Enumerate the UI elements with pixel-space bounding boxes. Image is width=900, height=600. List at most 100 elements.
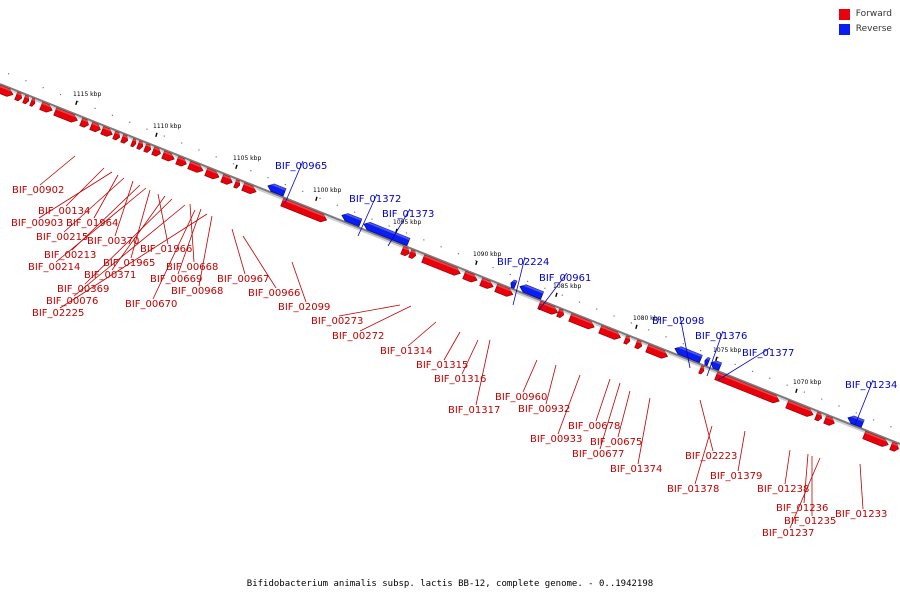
forward-gene-glyph[interactable] bbox=[233, 179, 242, 189]
forward-gene-glyph[interactable] bbox=[220, 174, 234, 187]
forward-gene-glyph[interactable] bbox=[714, 371, 781, 405]
forward-gene-glyph[interactable] bbox=[53, 107, 79, 124]
gene-label[interactable]: BIF_00933 bbox=[530, 434, 582, 445]
forward-gene-glyph[interactable] bbox=[785, 400, 815, 419]
gene-label[interactable]: BIF_00902 bbox=[12, 185, 64, 196]
reverse-gene-glyph[interactable] bbox=[509, 279, 518, 289]
gene-label[interactable]: BIF_00370 bbox=[87, 236, 139, 247]
forward-gene-glyph[interactable] bbox=[0, 84, 15, 98]
gene-label[interactable]: BIF_00966 bbox=[248, 288, 300, 299]
forward-gene-glyph[interactable] bbox=[823, 415, 836, 427]
gene-label[interactable]: BIF_00213 bbox=[44, 250, 96, 261]
gene-label[interactable]: BIF_00965 bbox=[275, 161, 327, 172]
gene-label[interactable]: BIF_01966 bbox=[140, 244, 192, 255]
gene-label[interactable]: BIF_00960 bbox=[495, 392, 547, 403]
gene-label[interactable]: BIF_01376 bbox=[695, 331, 747, 342]
forward-gene-glyph[interactable] bbox=[130, 138, 138, 148]
forward-gene-glyph[interactable] bbox=[39, 101, 54, 114]
gene-label[interactable]: BIF_01378 bbox=[667, 484, 719, 495]
gene-label[interactable]: BIF_01373 bbox=[382, 209, 434, 220]
forward-gene-glyph[interactable] bbox=[112, 130, 122, 141]
forward-gene-glyph[interactable] bbox=[645, 344, 670, 361]
gene-label[interactable]: BIF_00272 bbox=[332, 331, 384, 342]
forward-gene-glyph[interactable] bbox=[556, 308, 566, 319]
gene-label[interactable]: BIF_01236 bbox=[776, 503, 828, 514]
gene-label[interactable]: BIF_01233 bbox=[835, 509, 887, 520]
forward-gene-glyph[interactable] bbox=[22, 94, 31, 105]
forward-gene-glyph[interactable] bbox=[598, 325, 623, 342]
gene-label[interactable]: BIF_00967 bbox=[217, 274, 269, 285]
gene-label[interactable]: BIF_02225 bbox=[32, 308, 84, 319]
forward-gene-glyph[interactable] bbox=[479, 277, 495, 290]
forward-gene-glyph[interactable] bbox=[120, 134, 130, 145]
gene-label[interactable]: BIF_00932 bbox=[518, 404, 570, 415]
forward-gene-glyph[interactable] bbox=[698, 365, 706, 375]
forward-gene-glyph[interactable] bbox=[568, 313, 596, 331]
forward-gene-glyph[interactable] bbox=[161, 150, 176, 163]
reverse-gene-glyph[interactable] bbox=[518, 282, 545, 300]
gene-label[interactable]: BIF_02098 bbox=[652, 316, 704, 327]
gene-label[interactable]: BIF_00675 bbox=[590, 437, 642, 448]
gene-label[interactable]: BIF_01238 bbox=[757, 484, 809, 495]
reverse-gene-glyph[interactable] bbox=[266, 182, 287, 197]
forward-gene-glyph[interactable] bbox=[814, 411, 824, 422]
gene-label[interactable]: BIF_01235 bbox=[784, 516, 836, 527]
forward-gene-glyph[interactable] bbox=[175, 156, 188, 168]
gene-label[interactable]: BIF_00214 bbox=[28, 262, 80, 273]
reverse-gene-glyph[interactable] bbox=[340, 211, 363, 227]
forward-gene-glyph[interactable] bbox=[408, 249, 418, 260]
forward-gene-glyph[interactable] bbox=[280, 198, 329, 224]
gene-label[interactable]: BIF_00669 bbox=[150, 274, 202, 285]
gene-label[interactable]: BIF_00369 bbox=[57, 284, 109, 295]
gene-label[interactable]: BIF_00968 bbox=[171, 286, 223, 297]
forward-gene-glyph[interactable] bbox=[79, 117, 91, 128]
forward-gene-glyph[interactable] bbox=[89, 121, 102, 133]
gene-label[interactable]: BIF_01234 bbox=[845, 380, 897, 391]
gene-label[interactable]: BIF_01315 bbox=[416, 360, 468, 371]
reverse-gene-glyph[interactable] bbox=[673, 344, 703, 364]
gene-label[interactable]: BIF_00668 bbox=[166, 262, 218, 273]
forward-gene-glyph[interactable] bbox=[462, 270, 479, 284]
forward-gene-glyph[interactable] bbox=[151, 146, 163, 157]
gene-label[interactable]: BIF_01316 bbox=[434, 374, 486, 385]
gene-label[interactable]: BIF_01314 bbox=[380, 346, 432, 357]
reverse-gene-glyph[interactable] bbox=[709, 359, 723, 371]
gene-label[interactable]: BIF_01317 bbox=[448, 405, 500, 416]
forward-gene-glyph[interactable] bbox=[889, 441, 900, 452]
gene-label[interactable]: BIF_00677 bbox=[572, 449, 624, 460]
gene-label[interactable]: BIF_01379 bbox=[710, 471, 762, 482]
gene-label[interactable]: BIF_00273 bbox=[311, 316, 363, 327]
forward-gene-glyph[interactable] bbox=[421, 254, 462, 277]
gene-label[interactable]: BIF_00670 bbox=[125, 299, 177, 310]
gene-label[interactable]: BIF_01374 bbox=[610, 464, 662, 475]
forward-gene-glyph[interactable] bbox=[623, 335, 632, 345]
forward-gene-glyph[interactable] bbox=[143, 143, 153, 154]
forward-gene-glyph[interactable] bbox=[862, 430, 890, 448]
forward-gene-glyph[interactable] bbox=[187, 160, 205, 174]
gene-label[interactable]: BIF_02224 bbox=[497, 257, 549, 268]
forward-gene-glyph[interactable] bbox=[204, 167, 221, 181]
forward-gene-glyph[interactable] bbox=[29, 97, 37, 107]
forward-gene-glyph[interactable] bbox=[136, 140, 145, 150]
forward-gene-glyph[interactable] bbox=[400, 246, 412, 257]
gene-label[interactable]: BIF_00134 bbox=[38, 206, 90, 217]
gene-label[interactable]: BIF_00961 bbox=[539, 273, 591, 284]
gene-label[interactable]: BIF_01237 bbox=[762, 528, 814, 539]
minor-tick-dot bbox=[250, 170, 252, 172]
forward-gene-glyph[interactable] bbox=[634, 339, 644, 350]
gene-label[interactable]: BIF_02099 bbox=[278, 302, 330, 313]
gene-label[interactable]: BIF_00678 bbox=[568, 421, 620, 432]
gene-label[interactable]: BIF_01372 bbox=[349, 194, 401, 205]
gene-label[interactable]: BIF_01377 bbox=[742, 348, 794, 359]
forward-gene-glyph[interactable] bbox=[241, 182, 258, 196]
gene-label[interactable]: BIF_00903 bbox=[11, 218, 63, 229]
forward-gene-glyph[interactable] bbox=[100, 126, 114, 139]
gene-label[interactable]: BIF_00076 bbox=[46, 296, 98, 307]
reverse-gene-glyph[interactable] bbox=[362, 220, 411, 247]
forward-gene-glyph[interactable] bbox=[14, 91, 24, 102]
gene-label[interactable]: BIF_01964 bbox=[66, 218, 118, 229]
reverse-gene-glyph[interactable] bbox=[703, 356, 711, 367]
gene-label[interactable]: BIF_00215 bbox=[36, 232, 88, 243]
gene-label[interactable]: BIF_02223 bbox=[685, 451, 737, 462]
forward-gene-glyph[interactable] bbox=[494, 283, 515, 298]
